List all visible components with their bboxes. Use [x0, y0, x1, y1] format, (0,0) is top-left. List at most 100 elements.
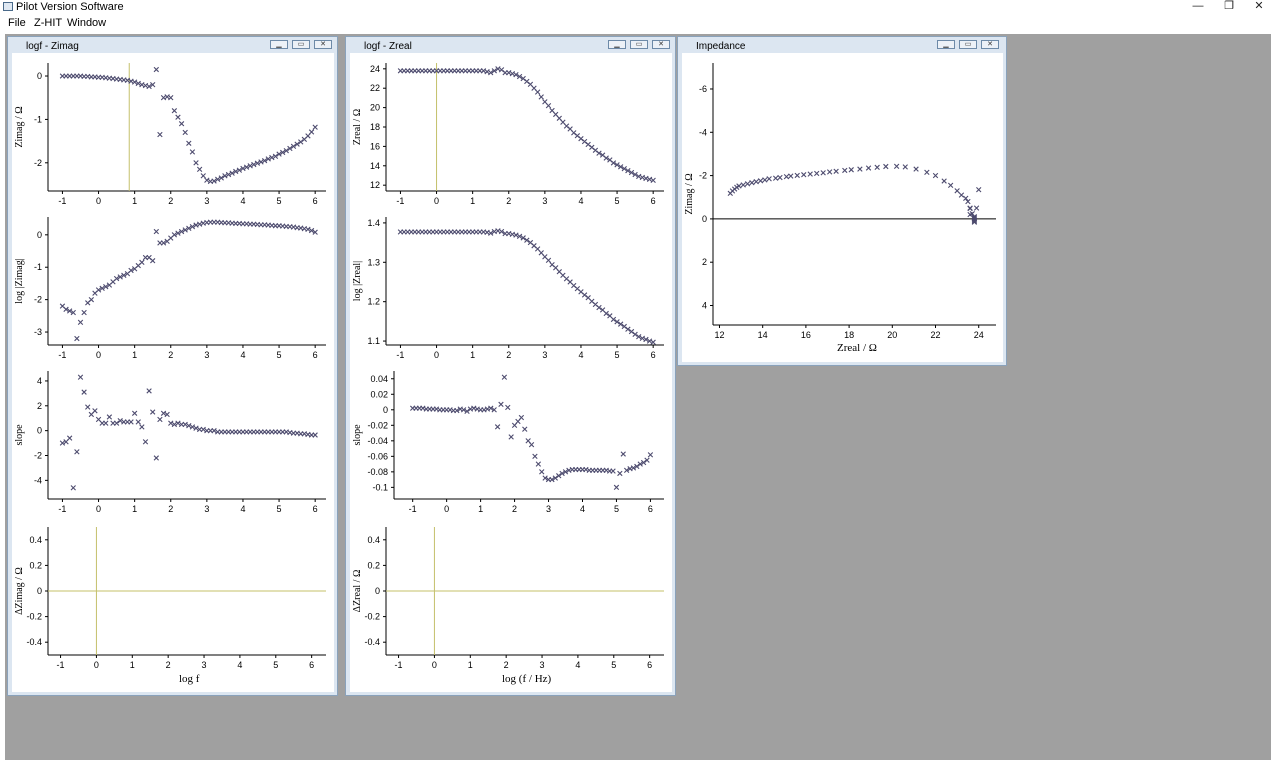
data-point	[175, 114, 181, 120]
x-axis-label: log (f / Hz)	[502, 673, 552, 685]
data-point	[954, 188, 960, 194]
data-point	[562, 469, 569, 475]
data-point	[971, 218, 978, 224]
log-zimag-vs-logf-plot: -1 0 1 2 3 4 5 6 0 -1 -2 -3 log |Zimag|	[14, 217, 326, 360]
x-tick-label: 1	[478, 504, 483, 514]
x-tick-label: 5	[615, 350, 620, 360]
window-zreal[interactable]: logf - Zreal ▁ ▭ ✕ -1 0 1 2 3 4 5 6 24 22 20 18 16 14…	[345, 36, 676, 696]
y-tick-label: 0.02	[370, 389, 388, 399]
data-point	[92, 408, 98, 414]
y-tick-label: 20	[370, 103, 380, 113]
data-point	[941, 178, 947, 184]
data-point	[131, 410, 138, 416]
data-point	[614, 162, 620, 168]
data-point	[762, 177, 768, 183]
data-point	[135, 80, 141, 87]
data-point	[240, 165, 246, 172]
data-point	[74, 449, 80, 455]
data-point	[969, 211, 975, 217]
data-point	[620, 451, 626, 457]
data-point	[106, 414, 113, 420]
data-point	[740, 182, 746, 188]
data-point	[121, 272, 127, 279]
y-tick-label: -0.4	[26, 637, 42, 647]
window-maximize-button[interactable]: ▭	[959, 40, 977, 49]
zimag-residual-plot: -1 0 1 2 3 4 5 6 0.4 0.2 0 -0.2 -0.4 ΔZimag / Ω	[14, 527, 326, 670]
data-point	[632, 171, 638, 178]
data-point	[113, 275, 120, 282]
x-tick-label: 1	[468, 660, 473, 670]
y-tick-label: -2	[34, 451, 42, 461]
y-tick-label: 0.4	[367, 535, 380, 545]
data-point	[254, 160, 261, 166]
data-point	[610, 160, 617, 166]
y-tick-label: 0	[37, 586, 42, 596]
data-point	[103, 420, 109, 426]
data-point	[947, 182, 954, 189]
menu-z-hit[interactable]: Z-HIT	[34, 17, 63, 29]
data-point	[196, 166, 203, 172]
y-tick-label: -2	[34, 295, 42, 305]
menu-file[interactable]: File	[8, 17, 26, 29]
window-minimize-button[interactable]: ▁	[937, 40, 955, 49]
window-close-button[interactable]: ✕	[314, 40, 332, 49]
data-point	[290, 143, 297, 149]
zimag-slope-plot: -1 0 1 2 3 4 5 6 4 2 0 -2 -4 slope	[14, 371, 326, 514]
data-point	[488, 230, 494, 236]
y-axis-label: log |Zreal|	[352, 261, 363, 301]
data-point	[247, 163, 253, 169]
y-tick-label: 0	[37, 426, 42, 436]
x-tick-label: 20	[887, 330, 897, 340]
y-tick-label: -0.02	[367, 420, 388, 430]
window-maximize-button[interactable]: ▭	[292, 40, 310, 49]
data-point	[498, 401, 504, 408]
menu-bar: File Z-HIT Window	[0, 15, 1276, 31]
data-point	[623, 467, 630, 473]
data-point	[175, 230, 181, 236]
data-point	[614, 319, 620, 325]
data-point	[643, 336, 649, 343]
y-axis-label: ΔZreal / Ω	[352, 570, 363, 613]
menu-window[interactable]: Window	[67, 17, 107, 29]
x-tick-label: 4	[240, 350, 245, 360]
data-point	[634, 463, 640, 470]
x-tick-label: 2	[168, 196, 173, 206]
data-point	[189, 149, 196, 155]
window-minimize-button[interactable]: ▁	[608, 40, 626, 49]
data-point	[794, 172, 800, 179]
plot-area: -1 0 1 2 3 4 5 6 0 -1 -2 Zimag / Ω -1 0 1 2 3 4 5 6 0 -1 -2 -3…	[12, 53, 334, 692]
x-tick-label: 12	[714, 330, 724, 340]
window-maximize-button[interactable]: ▭	[630, 40, 648, 49]
data-point	[625, 326, 631, 332]
y-tick-label: -4	[699, 127, 707, 137]
y-tick-label: 0	[702, 214, 707, 224]
window-close-button[interactable]: ✕	[652, 40, 670, 49]
y-tick-label: -1	[34, 262, 42, 272]
data-point	[222, 173, 228, 179]
data-point	[265, 156, 271, 162]
data-point	[251, 161, 257, 168]
y-tick-label: 22	[370, 83, 380, 93]
minimize-button[interactable]: —	[1192, 0, 1204, 12]
data-point	[610, 316, 617, 323]
data-point	[200, 426, 206, 433]
data-point	[269, 154, 275, 161]
restore-button[interactable]: ❐	[1224, 0, 1234, 12]
data-point	[298, 139, 304, 145]
y-tick-label: 1.3	[367, 257, 380, 267]
data-point	[117, 274, 123, 280]
y-tick-label: -0.1	[372, 482, 388, 492]
x-tick-label: 3	[546, 504, 551, 514]
close-button[interactable]: ✕	[1254, 0, 1264, 12]
window-close-button[interactable]: ✕	[981, 40, 999, 49]
data-point	[131, 79, 138, 85]
data-point	[621, 166, 627, 172]
window-minimize-button[interactable]: ▁	[270, 40, 288, 49]
data-point	[157, 131, 163, 138]
data-point	[647, 452, 654, 458]
window-impedance[interactable]: Impedance ▁ ▭ ✕ 12 14 16 18 20 22 24 -6 -4 -2 0 2 4 Z…	[677, 36, 1007, 366]
data-point	[913, 166, 919, 172]
data-point	[848, 167, 854, 173]
window-zimag[interactable]: logf - Zimag ▁ ▭ ✕ -1 0 1 2 3 4 5 6 0 -1 -2 Zimag /…	[7, 36, 338, 696]
